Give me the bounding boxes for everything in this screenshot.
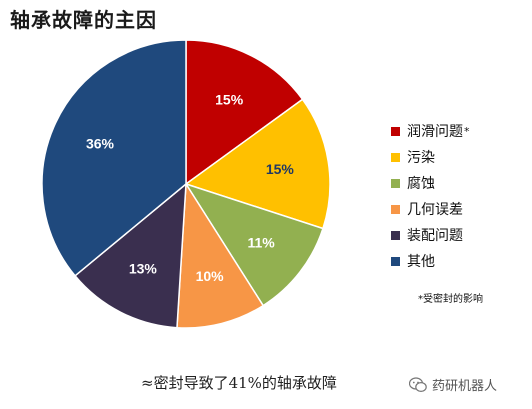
legend-item-1: 污染 [391, 144, 470, 170]
legend-item-0: 润滑问题 * [391, 118, 470, 144]
slice-value-label-2: 11% [247, 234, 275, 250]
legend-footnote-marker: * [464, 124, 470, 138]
chart-title: 轴承故障的主因 [10, 8, 157, 32]
legend-item-4: 装配问题 [391, 222, 470, 248]
legend-item-3: 几何误差 [391, 196, 470, 222]
legend-swatch [391, 256, 400, 266]
legend-label: 腐蚀 [407, 176, 435, 192]
slice-value-label-1: 15% [266, 161, 295, 177]
legend-label: 其他 [407, 254, 435, 270]
slice-value-label-3: 10% [196, 268, 225, 284]
wechat-icon [409, 376, 427, 392]
slice-value-label-5: 36% [86, 136, 115, 152]
slice-value-label-0: 15% [215, 91, 244, 107]
watermark: 药研机器人 [409, 375, 497, 394]
slice-value-label-4: 13% [129, 261, 158, 277]
legend: 润滑问题 * 污染腐蚀几何误差装配问题其他 [391, 118, 470, 274]
legend-swatch [391, 126, 400, 136]
pie-slice-3 [176, 181, 265, 329]
watermark-text: 药研机器人 [432, 379, 498, 394]
pie-slice-2 [184, 182, 324, 307]
legend-swatch [391, 230, 400, 240]
legend-item-5: 其他 [391, 248, 470, 274]
pie-slice-1 [184, 98, 331, 230]
chart-caption: ≈密封导致了41%的轴承故障 [141, 374, 337, 392]
pie-slice-5 [41, 39, 187, 277]
legend-swatch [391, 152, 400, 162]
legend-footnote: *受密封的影响 [418, 294, 483, 305]
pie-slice-0 [185, 39, 304, 186]
legend-label: 装配问题 [407, 228, 463, 244]
legend-swatch [391, 204, 400, 214]
legend-label: 润滑问题 [407, 124, 463, 140]
legend-label: 几何误差 [407, 202, 463, 218]
legend-item-2: 腐蚀 [391, 170, 470, 196]
legend-swatch [391, 178, 400, 188]
legend-label: 污染 [407, 150, 435, 166]
pie-slice-4 [73, 182, 187, 329]
